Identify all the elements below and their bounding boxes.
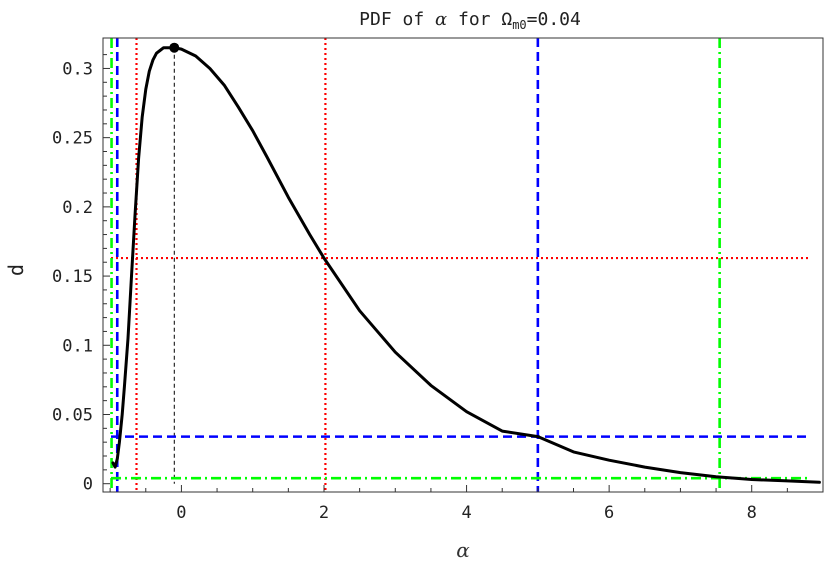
y-axis-label: p	[7, 264, 31, 276]
x-axis-ticks: 0 2 4 6 8	[109, 485, 824, 523]
x-tick-label: 8	[747, 503, 757, 523]
chart-title: PDF of α for Ωm0=0.04	[359, 9, 581, 32]
x-tick-label: 4	[461, 503, 471, 523]
y-tick-label: 0.15	[52, 267, 93, 287]
plot-frame	[102, 37, 824, 493]
x-axis-label: α	[456, 538, 470, 562]
pdf-curve	[111, 46, 821, 484]
y-tick-label: 0.05	[52, 405, 93, 425]
y-tick-label: 0.3	[62, 59, 93, 79]
y-axis-ticks: 0 0.05 0.1 0.15 0.2 0.25 0.3	[52, 54, 110, 495]
y-tick-label: 0	[83, 475, 93, 495]
y-tick-label: 0.1	[62, 336, 93, 356]
x-tick-label: 2	[319, 503, 329, 523]
peak-marker	[169, 42, 180, 53]
series-layer	[111, 42, 821, 484]
y-tick-label: 0.25	[52, 129, 93, 149]
x-tick-label: 6	[604, 503, 614, 523]
reference-lines	[110, 38, 809, 492]
x-tick-label: 0	[176, 503, 186, 523]
y-tick-label: 0.2	[62, 198, 93, 218]
